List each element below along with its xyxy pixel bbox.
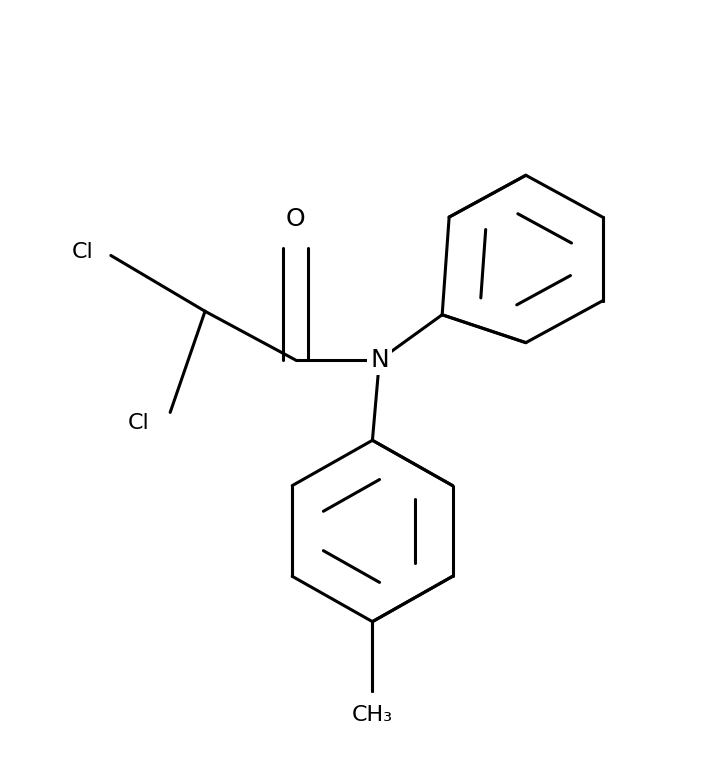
Text: Cl: Cl	[72, 242, 93, 262]
Text: N: N	[370, 348, 389, 372]
Text: CH₃: CH₃	[352, 705, 393, 725]
Text: O: O	[286, 207, 306, 231]
Text: Cl: Cl	[127, 413, 149, 433]
